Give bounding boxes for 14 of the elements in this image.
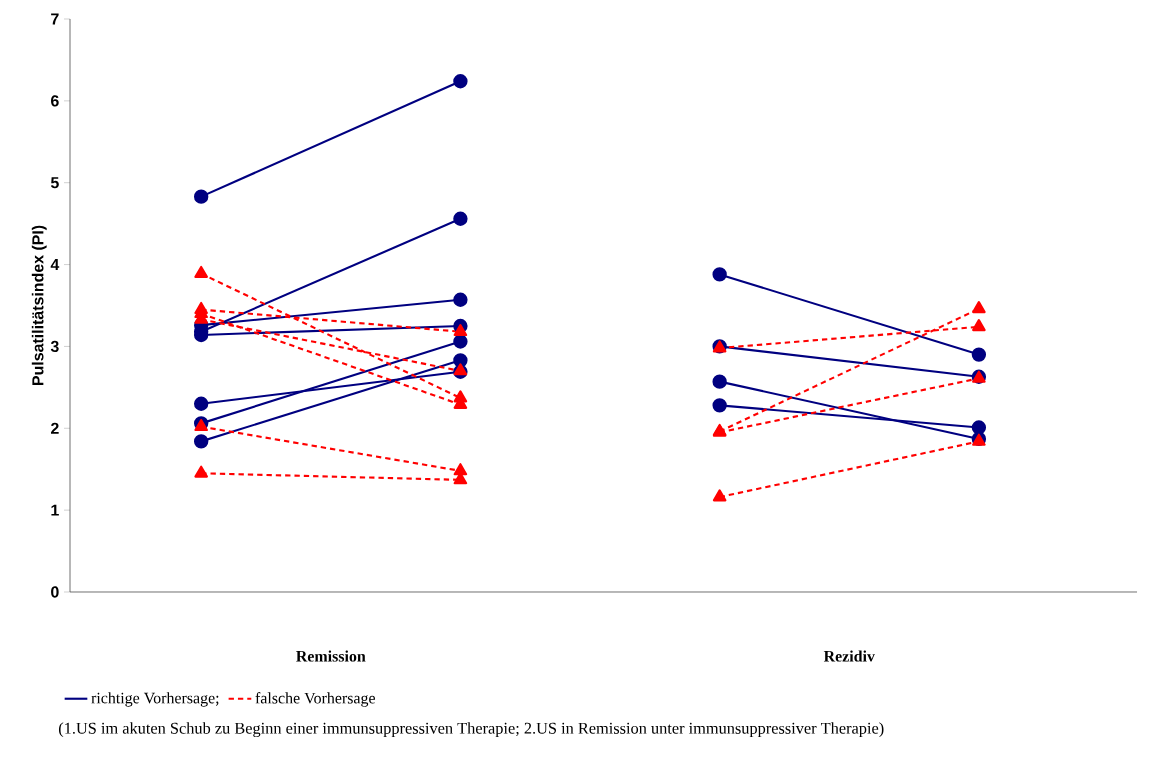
- y-tick-label: 4: [50, 259, 60, 271]
- legend-label: falsche Vorhersage: [255, 692, 375, 707]
- y-axis-title: Pulsatilitätsindex (PI): [31, 225, 47, 386]
- y-tick-label: 2: [51, 422, 59, 434]
- y-tick-label: 3: [50, 340, 59, 353]
- text: Remission: [296, 650, 366, 662]
- y-tick-label: 1: [51, 504, 59, 516]
- y-tick-label: 7: [51, 13, 59, 25]
- legend-label: richtige Vorhersage;: [91, 692, 219, 707]
- y-tick-label: 6: [51, 95, 59, 107]
- y-tick-label: 0: [51, 586, 59, 598]
- y-tick-label: 5: [50, 177, 59, 189]
- text: Rezidiv: [823, 650, 875, 662]
- text: (1.US im akuten Schub zu Beginn einer immunsuppressiven Therapie; 2.US in Remission unter immunsuppressiver Therapie): [58, 722, 884, 738]
